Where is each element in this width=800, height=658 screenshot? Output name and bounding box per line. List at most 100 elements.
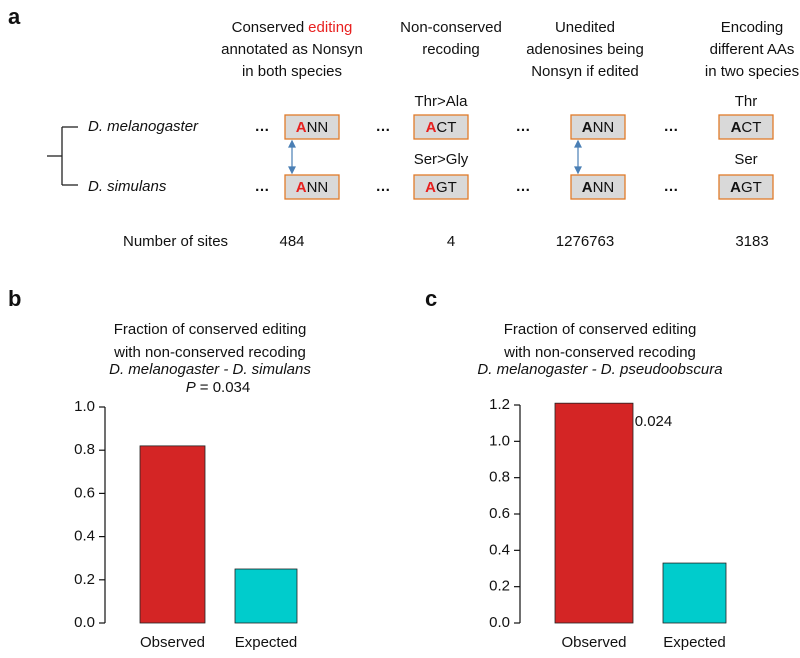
- y-tick-label: 0.0: [489, 614, 510, 631]
- y-tick-label: 0.4: [489, 541, 510, 558]
- codon-box: [413, 174, 469, 200]
- chart-subtitle: D. melanogaster - D. pseudoobscura: [477, 361, 722, 378]
- header-segment: different AAs: [710, 41, 795, 58]
- bar: [234, 568, 298, 624]
- ellipsis: …: [516, 178, 531, 195]
- column-header: Conserved editing: [232, 19, 353, 36]
- codon-edited-base: A: [582, 119, 593, 136]
- codon-edited-base: A: [425, 179, 436, 196]
- codon: AGT: [425, 179, 457, 196]
- codon-edited-base: A: [582, 179, 593, 196]
- x-tick-label: Observed: [140, 634, 205, 651]
- aa-change: Ser: [734, 151, 757, 168]
- sites-label: Number of sites: [123, 233, 228, 250]
- chart-subtitle: D. melanogaster - D. simulans: [109, 361, 311, 378]
- arrow-head: [288, 139, 296, 148]
- chart-title: Fraction of conserved editing: [504, 321, 697, 338]
- codon: ANN: [582, 179, 615, 196]
- aa-change: Thr: [735, 93, 758, 110]
- y-tick-label: 1.0: [489, 432, 510, 449]
- y-tick-label: 0.6: [74, 484, 95, 501]
- bar: [139, 445, 206, 624]
- codon-rest: CT: [741, 119, 761, 136]
- column-header: Non-conserved: [400, 19, 502, 36]
- y-tick-label: 0.2: [489, 578, 510, 595]
- codon: ANN: [296, 119, 329, 136]
- y-tick-label: 0.0: [74, 614, 95, 631]
- codon-box: [718, 174, 774, 200]
- codon-rest: GT: [741, 179, 762, 196]
- ellipsis: …: [376, 118, 391, 135]
- site-count: 4: [447, 233, 455, 250]
- ellipsis: …: [516, 118, 531, 135]
- codon-box: [284, 114, 340, 140]
- chart-title: Fraction of conserved editing: [114, 321, 307, 338]
- codon-box: [718, 114, 774, 140]
- header-segment: Conserved: [232, 19, 305, 36]
- site-count: 3183: [735, 233, 768, 250]
- site-count: 1276763: [556, 233, 614, 250]
- ellipsis: …: [664, 118, 679, 135]
- p-text: = 0.034: [200, 379, 250, 396]
- ellipsis: …: [664, 178, 679, 195]
- header-segment: Non-conserved: [400, 19, 502, 36]
- y-tick-label: 0.8: [489, 469, 510, 486]
- codon: ACT: [731, 119, 762, 136]
- column-header: Encoding: [721, 19, 784, 36]
- panel-label: b: [8, 286, 21, 311]
- codon-box: [570, 114, 626, 140]
- conservation-arrow: [288, 139, 296, 175]
- codon-edited-base: A: [426, 119, 437, 136]
- aa-change: Thr>Ala: [415, 93, 469, 110]
- codon-rest: NN: [593, 119, 615, 136]
- arrow-head: [574, 166, 582, 175]
- arrow-head: [574, 139, 582, 148]
- y-tick-label: 0.2: [74, 571, 95, 588]
- x-tick-label: Expected: [235, 634, 298, 651]
- panel-label: c: [425, 286, 437, 311]
- codon-edited-base: A: [730, 179, 741, 196]
- ellipsis: …: [255, 178, 270, 195]
- codon: ANN: [582, 119, 615, 136]
- column-header: annotated as Nonsyn: [221, 41, 363, 58]
- species-label: D. melanogaster: [88, 118, 199, 135]
- codon-box: [570, 174, 626, 200]
- column-header: adenosines being: [526, 41, 644, 58]
- p-text: = 0.024: [622, 413, 672, 430]
- chart-title: with non-conserved recoding: [503, 344, 696, 361]
- codon: ANN: [296, 179, 329, 196]
- codon-rest: NN: [307, 179, 329, 196]
- header-segment: Unedited: [555, 19, 615, 36]
- y-tick-label: 0.4: [74, 528, 95, 545]
- ellipsis: …: [376, 178, 391, 195]
- ellipsis: …: [255, 118, 270, 135]
- x-tick-label: Expected: [663, 634, 726, 651]
- species-label: D. simulans: [88, 178, 167, 195]
- codon: AGT: [730, 179, 762, 196]
- y-tick-label: 1.0: [74, 398, 95, 415]
- y-tick-label: 0.8: [74, 441, 95, 458]
- codon-edited-base: A: [296, 179, 307, 196]
- codon-rest: NN: [593, 179, 615, 196]
- y-tick-label: 0.6: [489, 505, 510, 522]
- codon-rest: CT: [436, 119, 456, 136]
- x-tick-label: Observed: [561, 634, 626, 651]
- codon-box: [413, 114, 469, 140]
- header-segment: in two species: [705, 63, 799, 80]
- panel-label: a: [8, 4, 21, 29]
- column-header: Unedited: [555, 19, 615, 36]
- codon: ACT: [426, 119, 457, 136]
- column-header: Nonsyn if edited: [531, 63, 639, 80]
- conservation-arrow: [574, 139, 582, 175]
- p-value: P = 0.034: [186, 379, 250, 396]
- header-segment: annotated as Nonsyn: [221, 41, 363, 58]
- p-symbol: P: [186, 379, 196, 396]
- column-header: in both species: [242, 63, 342, 80]
- header-segment: Nonsyn if edited: [531, 63, 639, 80]
- phylogeny: [47, 126, 78, 186]
- bar: [554, 402, 634, 624]
- codon-rest: NN: [307, 119, 329, 136]
- bar: [662, 562, 727, 624]
- codon-rest: GT: [436, 179, 457, 196]
